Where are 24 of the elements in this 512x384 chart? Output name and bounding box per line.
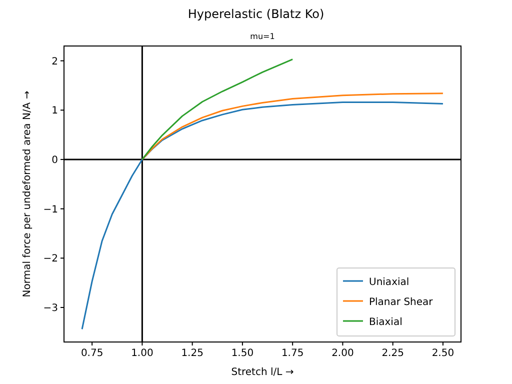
y-axis-title: Normal force per undeformed area N/A →: [22, 90, 33, 298]
y-tick-label: 0: [52, 154, 58, 166]
chart-subtitle: mu=1: [250, 32, 275, 41]
line-series: [141, 92, 444, 160]
y-tick-label: −2: [43, 254, 58, 265]
y-tick-label: 1: [52, 106, 58, 117]
x-axis-title: Stretch l/L →: [231, 367, 294, 378]
y-tick-label: −1: [43, 204, 58, 216]
x-tick-label: 1.75: [281, 348, 304, 359]
line-series: [141, 58, 294, 160]
legend-label: Biaxial: [369, 317, 402, 328]
line-series: [81, 101, 444, 330]
legend-label: Planar Shear: [369, 297, 434, 308]
y-tick-label: 2: [52, 56, 58, 68]
x-tick-label: 2.00: [332, 348, 354, 359]
x-tick-label: 2.50: [432, 348, 454, 359]
x-tick-label: 2.25: [382, 348, 404, 359]
x-tick-label: 1.25: [181, 348, 204, 359]
legend-label: Uniaxial: [369, 277, 410, 288]
x-tick-label: 1.50: [231, 348, 254, 359]
y-tick-label: −3: [43, 302, 58, 314]
x-tick-label: 1.00: [131, 348, 154, 359]
x-tick-label: 0.75: [80, 348, 104, 359]
chart-title: Hyperelastic (Blatz Ko): [188, 7, 324, 21]
